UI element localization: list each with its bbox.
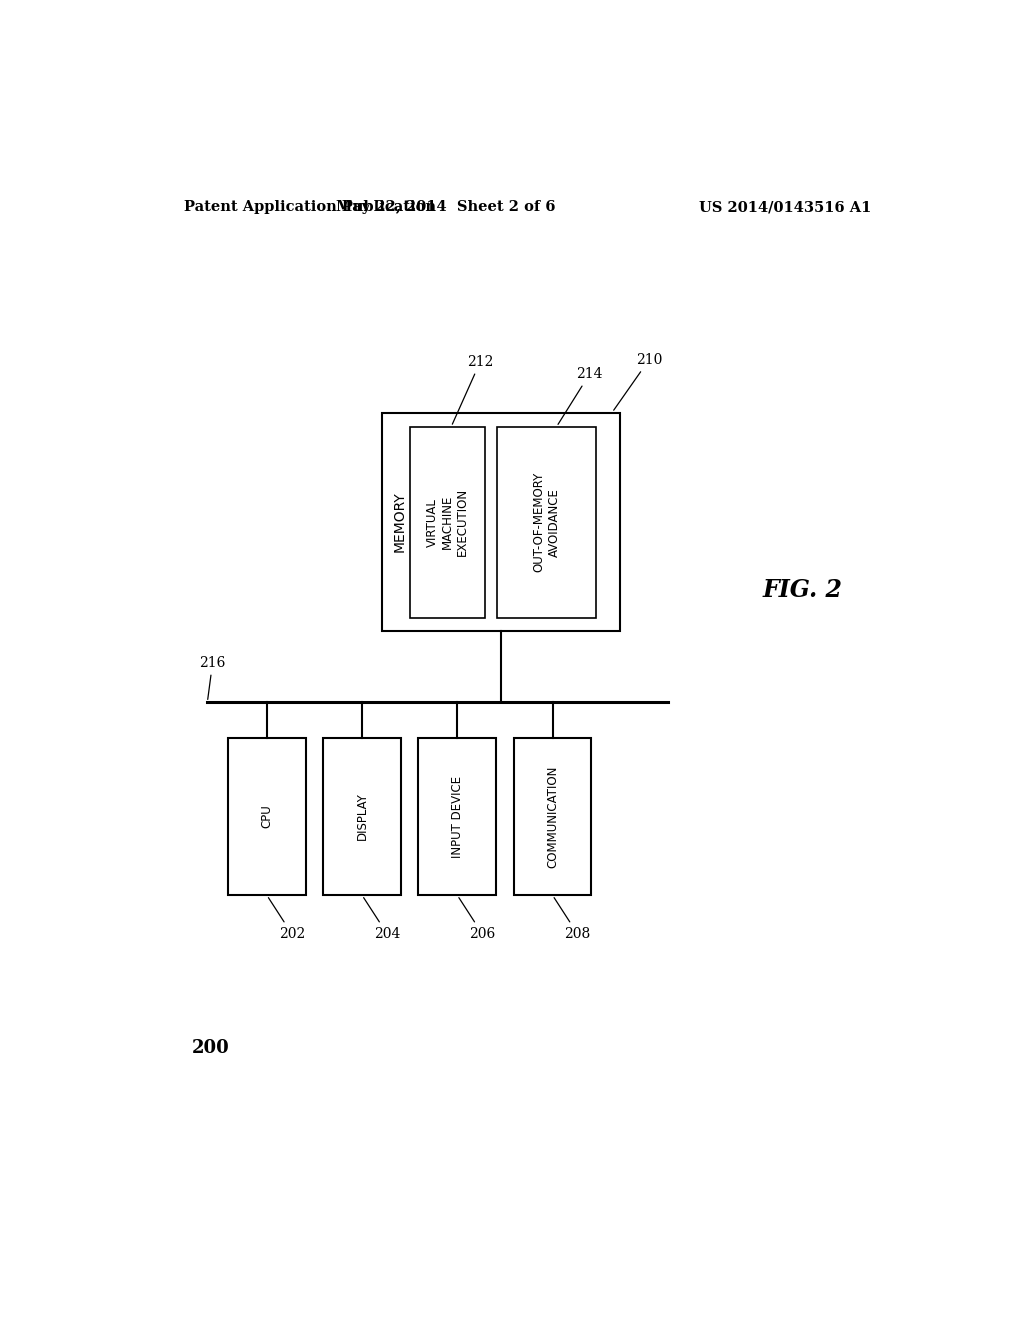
- Bar: [497, 426, 596, 618]
- Text: 212: 212: [453, 355, 494, 424]
- Text: US 2014/0143516 A1: US 2014/0143516 A1: [699, 201, 871, 214]
- Text: 202: 202: [268, 898, 305, 941]
- Text: COMMUNICATION: COMMUNICATION: [546, 766, 559, 867]
- Text: INPUT DEVICE: INPUT DEVICE: [451, 775, 464, 858]
- Text: OUT-OF-MEMORY
AVOIDANCE: OUT-OF-MEMORY AVOIDANCE: [532, 473, 560, 573]
- Text: 214: 214: [558, 367, 603, 424]
- Text: Patent Application Publication: Patent Application Publication: [183, 201, 435, 214]
- Text: FIG. 2: FIG. 2: [763, 578, 843, 602]
- Text: 206: 206: [459, 898, 496, 941]
- Text: CPU: CPU: [260, 805, 273, 829]
- Bar: [382, 413, 620, 631]
- Text: MEMORY: MEMORY: [392, 491, 407, 552]
- Bar: [324, 738, 401, 895]
- Text: DISPLAY: DISPLAY: [355, 792, 369, 841]
- Text: 208: 208: [554, 898, 591, 941]
- Bar: [419, 738, 497, 895]
- Text: May 22, 2014  Sheet 2 of 6: May 22, 2014 Sheet 2 of 6: [336, 201, 555, 214]
- Bar: [410, 426, 485, 618]
- Bar: [228, 738, 306, 895]
- Text: VIRTUAL
MACHINE
EXECUTION: VIRTUAL MACHINE EXECUTION: [426, 488, 469, 556]
- Text: 216: 216: [200, 656, 226, 700]
- Text: 204: 204: [364, 898, 400, 941]
- Text: 200: 200: [191, 1039, 229, 1057]
- Text: 210: 210: [613, 352, 663, 411]
- Bar: [514, 738, 592, 895]
